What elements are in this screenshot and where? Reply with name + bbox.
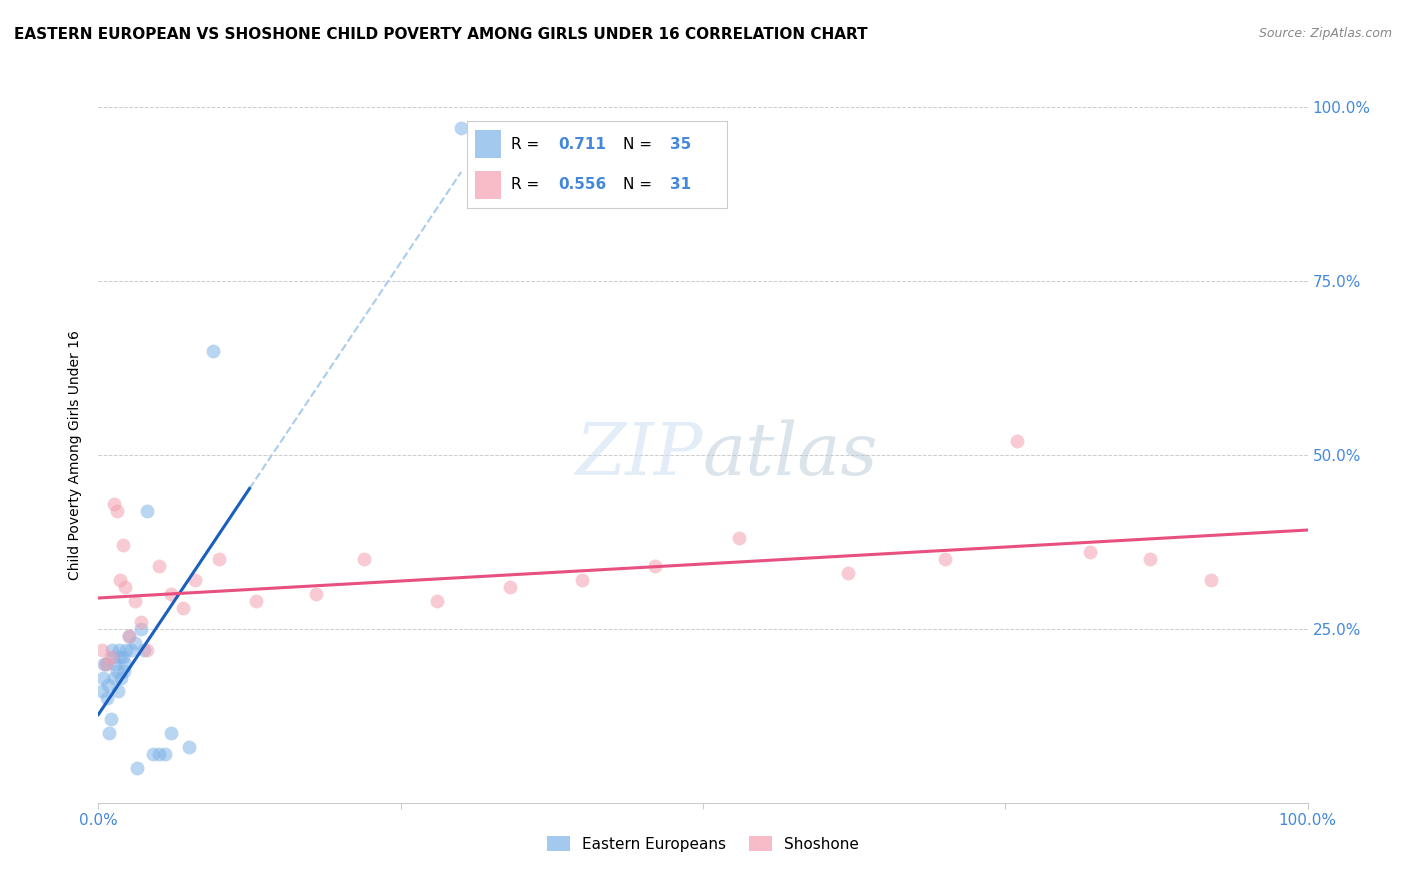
Point (98, 726, 121, 740)
Point (1199, 573, 1222, 587)
Point (184, 573, 207, 587)
Point (96, 691, 118, 706)
Point (100, 642, 122, 657)
Point (153, 747, 176, 761)
Point (108, 642, 131, 657)
Point (91, 671, 114, 685)
Text: Source: ZipAtlas.com: Source: ZipAtlas.com (1258, 27, 1392, 40)
Point (118, 629, 141, 643)
Point (202, 343, 225, 358)
Point (129, 615, 152, 629)
Point (644, 559, 666, 574)
Point (105, 503, 128, 517)
Point (135, 642, 157, 657)
Point (353, 552, 375, 566)
Point (94, 657, 117, 671)
Point (124, 636, 146, 650)
Point (114, 657, 136, 671)
Point (426, 594, 449, 608)
Point (245, 594, 267, 608)
Point (108, 573, 131, 587)
Point (91, 684, 114, 698)
Point (120, 642, 142, 657)
Point (105, 664, 128, 678)
Point (1007, 434, 1029, 448)
Point (498, 580, 520, 594)
Point (160, 587, 183, 601)
Point (450, 120, 472, 135)
Point (103, 497, 125, 511)
Legend: Eastern Europeans, Shoshone: Eastern Europeans, Shoshone (541, 830, 865, 858)
Point (129, 622, 152, 636)
Point (934, 552, 956, 566)
Point (118, 629, 141, 643)
Point (100, 649, 122, 664)
Point (837, 566, 859, 581)
Point (97, 677, 120, 691)
Point (111, 538, 134, 552)
Point (127, 761, 149, 775)
Point (1139, 552, 1161, 566)
Point (135, 503, 157, 517)
Point (172, 601, 194, 615)
Y-axis label: Child Poverty Among Girls Under 16: Child Poverty Among Girls Under 16 (69, 330, 83, 580)
Text: atlas: atlas (703, 419, 879, 491)
Point (110, 671, 132, 685)
Point (728, 532, 751, 546)
Point (208, 552, 231, 566)
Text: EASTERN EUROPEAN VS SHOSHONE CHILD POVERTY AMONG GIRLS UNDER 16 CORRELATION CHAR: EASTERN EUROPEAN VS SHOSHONE CHILD POVER… (14, 27, 868, 42)
Point (107, 684, 129, 698)
Point (1078, 545, 1101, 559)
Point (148, 747, 170, 761)
Point (179, 740, 201, 755)
Point (93, 657, 115, 671)
Point (104, 657, 127, 671)
Point (100, 712, 122, 726)
Point (108, 649, 131, 664)
Point (114, 580, 136, 594)
Point (142, 747, 165, 761)
Point (94, 657, 117, 671)
Point (112, 664, 135, 678)
Point (134, 642, 156, 657)
Text: ZIP: ZIP (575, 419, 703, 491)
Point (111, 649, 134, 664)
Point (160, 726, 183, 740)
Point (571, 573, 593, 587)
Point (115, 642, 138, 657)
Point (101, 649, 124, 664)
Point (305, 587, 328, 601)
Point (103, 671, 125, 685)
Point (148, 559, 170, 574)
Point (124, 594, 146, 608)
Point (91, 642, 114, 657)
